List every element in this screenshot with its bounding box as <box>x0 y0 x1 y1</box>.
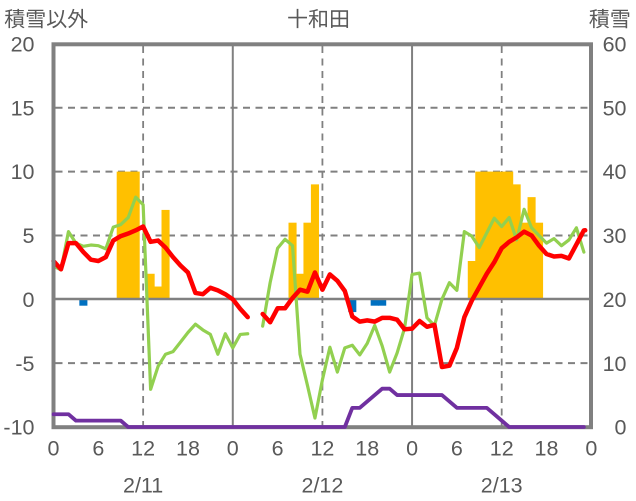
svg-text:20: 20 <box>11 33 35 57</box>
svg-text:0: 0 <box>615 416 627 440</box>
svg-text:12: 12 <box>490 436 514 460</box>
svg-text:10: 10 <box>603 352 627 376</box>
svg-text:40: 40 <box>603 160 627 184</box>
svg-text:50: 50 <box>603 96 627 120</box>
svg-text:18: 18 <box>355 436 379 460</box>
svg-text:0: 0 <box>227 436 239 460</box>
svg-text:12: 12 <box>131 436 155 460</box>
svg-text:6: 6 <box>451 436 463 460</box>
svg-text:2/12: 2/12 <box>301 473 343 497</box>
svg-text:0: 0 <box>585 436 597 460</box>
svg-text:6: 6 <box>272 436 284 460</box>
svg-text:18: 18 <box>535 436 559 460</box>
svg-text:6: 6 <box>92 436 104 460</box>
svg-text:60: 60 <box>603 33 627 57</box>
svg-text:12: 12 <box>310 436 334 460</box>
svg-text:-10: -10 <box>3 416 34 440</box>
svg-text:0: 0 <box>406 436 418 460</box>
svg-text:2/13: 2/13 <box>481 473 523 497</box>
svg-text:15: 15 <box>11 96 35 120</box>
svg-text:0: 0 <box>23 288 35 312</box>
svg-text:5: 5 <box>23 224 35 248</box>
svg-text:30: 30 <box>603 224 627 248</box>
svg-text:18: 18 <box>176 436 200 460</box>
svg-text:10: 10 <box>11 160 35 184</box>
svg-text:-5: -5 <box>15 352 34 376</box>
svg-text:0: 0 <box>48 436 60 460</box>
svg-text:2/11: 2/11 <box>123 473 163 497</box>
svg-text:20: 20 <box>603 288 627 312</box>
